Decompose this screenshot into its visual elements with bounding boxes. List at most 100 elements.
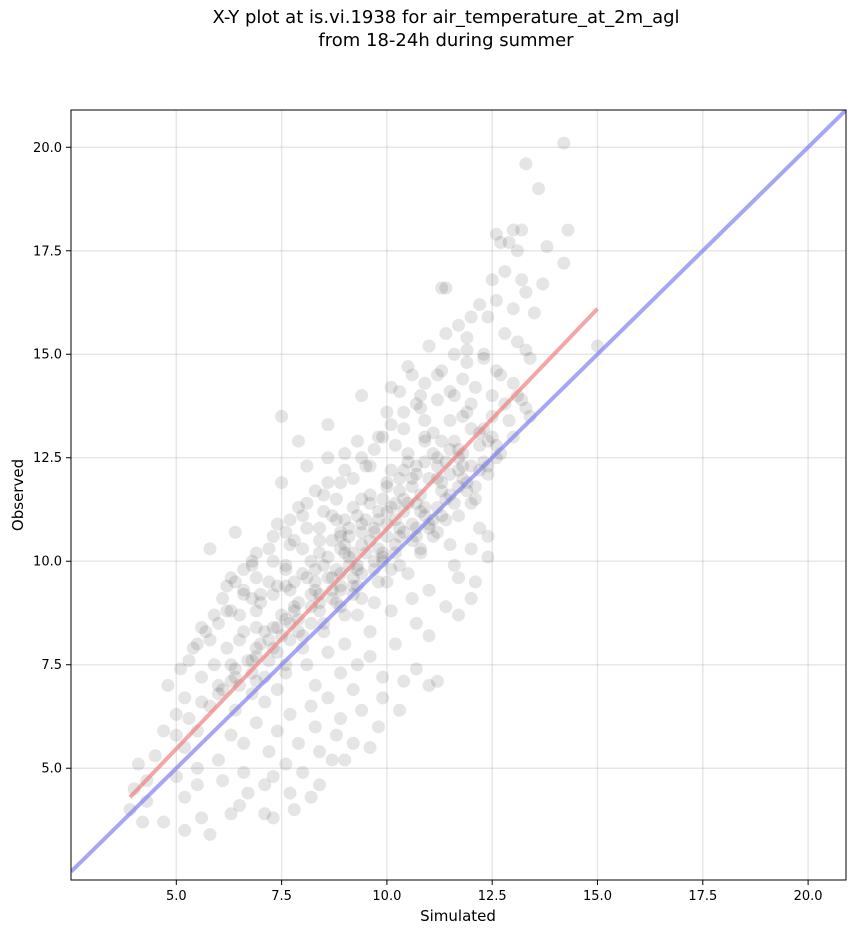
data-point [346, 571, 360, 585]
data-point [338, 538, 352, 552]
data-point [178, 823, 192, 837]
data-point [452, 509, 465, 523]
y-tick-label: 15.0 [33, 348, 62, 363]
data-point [506, 223, 520, 237]
data-point [414, 546, 428, 560]
data-point [325, 753, 339, 767]
data-point [136, 815, 150, 829]
data-point [291, 596, 305, 610]
data-point [313, 604, 327, 618]
data-point [350, 658, 364, 672]
data-point [249, 546, 263, 560]
data-point [384, 380, 398, 394]
data-point [527, 306, 541, 320]
data-point [557, 136, 571, 150]
data-point [510, 335, 524, 349]
data-point [300, 571, 314, 585]
data-point [329, 563, 343, 577]
data-point [350, 434, 364, 448]
data-point [414, 401, 428, 415]
data-point [232, 633, 246, 647]
data-point [430, 525, 444, 539]
data-point [161, 678, 175, 692]
data-point [338, 753, 352, 767]
data-point [443, 442, 457, 456]
data-point [452, 463, 465, 477]
data-point [131, 757, 145, 771]
data-point [262, 542, 276, 556]
data-point [460, 343, 474, 357]
data-point [452, 608, 465, 622]
data-point [506, 302, 520, 316]
data-point [363, 741, 377, 755]
data-point [329, 728, 343, 742]
data-point [430, 674, 444, 688]
data-point [308, 563, 322, 577]
data-point [422, 629, 436, 643]
data-point [393, 703, 407, 717]
y-tick-label: 17.5 [33, 244, 62, 259]
data-point [266, 587, 280, 601]
data-point [464, 310, 478, 324]
data-point [195, 620, 209, 634]
data-point [211, 616, 225, 630]
data-point [224, 658, 238, 672]
data-point [367, 596, 381, 610]
data-point [355, 567, 369, 581]
data-point [287, 600, 301, 614]
data-point [287, 604, 301, 618]
data-point [519, 285, 533, 299]
data-point [414, 542, 428, 556]
data-point [300, 496, 314, 510]
data-point [346, 736, 360, 750]
data-point [321, 451, 335, 465]
x-axis-label: Simulated [420, 907, 496, 925]
data-point [313, 596, 327, 610]
data-point [220, 579, 234, 593]
data-point [334, 529, 348, 543]
data-point [371, 720, 385, 734]
data-point [489, 364, 503, 378]
data-point [397, 405, 411, 419]
data-point [376, 492, 390, 506]
data-point [439, 600, 453, 614]
data-point [270, 683, 284, 697]
data-point [224, 807, 238, 821]
data-point [190, 637, 204, 651]
data-point [300, 521, 314, 535]
data-point [338, 546, 352, 560]
data-point [473, 438, 487, 452]
y-tick-label: 12.5 [33, 451, 62, 466]
data-point [456, 372, 470, 386]
data-point [473, 521, 487, 535]
data-point [338, 637, 352, 651]
data-point [464, 496, 478, 510]
points-layer [123, 136, 604, 841]
data-point [515, 393, 529, 407]
data-point [203, 633, 217, 647]
data-point [325, 509, 339, 523]
data-point [376, 691, 390, 705]
data-point [355, 703, 369, 717]
data-point [283, 707, 297, 721]
data-point [237, 583, 251, 597]
data-point [346, 683, 360, 697]
data-point [199, 625, 213, 639]
data-point [148, 749, 162, 763]
data-point [464, 422, 478, 436]
data-point [557, 256, 571, 270]
data-point [317, 488, 331, 502]
data-point [393, 558, 407, 572]
data-point [220, 641, 234, 655]
data-point [418, 430, 432, 444]
data-point [481, 550, 495, 564]
data-point [519, 157, 533, 171]
data-point [380, 480, 394, 494]
data-point [355, 389, 369, 403]
data-point [178, 790, 192, 804]
data-point [296, 509, 310, 523]
data-point [515, 223, 529, 237]
data-point [435, 281, 449, 295]
data-point [519, 343, 533, 357]
